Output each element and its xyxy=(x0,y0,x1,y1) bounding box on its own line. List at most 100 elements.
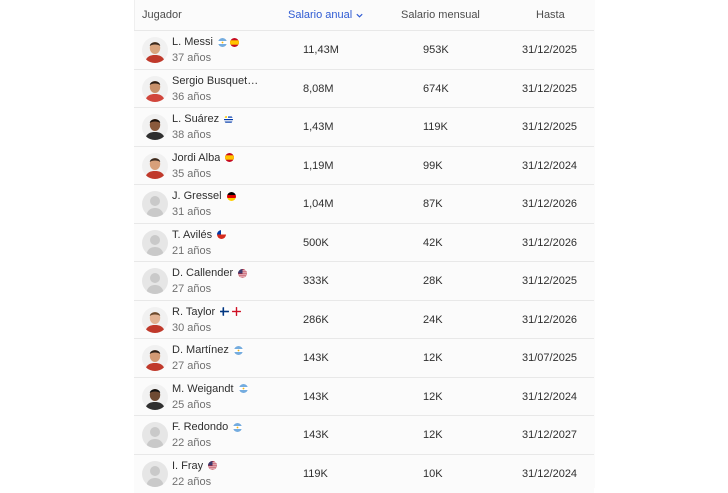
player-name[interactable]: L. Suárez xyxy=(172,113,234,125)
monthly-salary: 674K xyxy=(423,82,449,95)
annual-salary: 8,08M xyxy=(303,82,334,95)
player-age: 21 años xyxy=(172,244,212,257)
nationality-flags xyxy=(217,230,227,239)
contract-until: 31/12/2024 xyxy=(522,159,578,172)
contract-until: 31/07/2025 xyxy=(522,352,578,364)
contract-until: 31/12/2027 xyxy=(522,429,578,441)
player-name-text: L. Messi xyxy=(172,36,213,48)
annual-salary: 143K xyxy=(303,429,329,441)
player-age: 30 años xyxy=(172,321,212,334)
monthly-salary: 28K xyxy=(423,275,443,287)
england-flag-icon xyxy=(232,307,242,316)
player-name-text: Sergio Busquet… xyxy=(172,74,259,87)
monthly-salary: 87K xyxy=(423,198,443,210)
player-name[interactable]: L. Messi xyxy=(172,36,239,48)
table-row[interactable]: F. Redondo 22 años 143K 12K 31/12/2027 xyxy=(134,415,594,454)
player-name-text: M. Weigandt xyxy=(172,382,234,395)
nationality-flags xyxy=(225,153,235,162)
player-name[interactable]: D. Callender xyxy=(172,267,248,279)
spain-flag-icon xyxy=(229,37,239,47)
contract-until: 31/12/2024 xyxy=(522,390,578,403)
monthly-salary: 953K xyxy=(423,44,449,56)
player-age: 37 años xyxy=(172,52,212,64)
table-row[interactable]: R. Taylor 30 años 286K 24K 31/12/2026 xyxy=(134,299,594,339)
player-name-text: I. Fray xyxy=(172,459,204,472)
contract-until: 31/12/2024 xyxy=(522,467,578,480)
argentina-flag-icon xyxy=(238,384,248,393)
player-age: 38 años xyxy=(172,129,212,141)
player-photo xyxy=(142,306,168,333)
header-until[interactable]: Hasta xyxy=(536,9,565,21)
placeholder-avatar-icon xyxy=(142,422,168,448)
header-annual-salary-sorted[interactable]: Salario anual xyxy=(288,9,364,21)
header-annual-label: Salario anual xyxy=(288,9,353,21)
contract-until: 31/12/2025 xyxy=(522,82,578,95)
header-monthly-salary[interactable]: Salario mensual xyxy=(401,9,480,21)
nationality-flags xyxy=(233,345,243,355)
player-name[interactable]: Sergio Busquet… xyxy=(172,75,258,87)
contract-until: 31/12/2025 xyxy=(522,275,578,287)
player-name[interactable]: R. Taylor xyxy=(172,305,242,318)
contract-until: 31/12/2026 xyxy=(522,236,578,249)
placeholder-avatar-icon xyxy=(142,191,168,217)
monthly-salary: 99K xyxy=(423,159,443,172)
player-name[interactable]: J. Gressel xyxy=(172,190,236,202)
player-name-text: T. Avilés xyxy=(172,228,213,241)
player-photo xyxy=(142,383,168,410)
nationality-flags xyxy=(233,422,243,432)
table-row[interactable]: Jordi Alba 35 años 1,19M 99K 31/12/2024 xyxy=(134,145,594,185)
player-name-text: L. Suárez xyxy=(172,113,220,125)
player-name[interactable]: T. Avilés xyxy=(172,228,227,241)
table-header: Jugador Salario anual Salario mensual Ha… xyxy=(134,0,594,30)
annual-salary: 333K xyxy=(303,275,329,287)
monthly-salary: 12K xyxy=(423,390,443,403)
table-row[interactable]: M. Weigandt 25 años 143K 12K 31/12/2024 xyxy=(134,376,594,416)
table-row[interactable]: Sergio Busquet… 36 años 8,08M 674K 31/12/202… xyxy=(134,68,594,108)
annual-salary: 11,43M xyxy=(303,44,339,56)
table-row[interactable]: I. Fray 22 años 119K 10K 31/12/2024 xyxy=(134,453,594,493)
player-name[interactable]: I. Fray xyxy=(172,459,218,472)
table-row[interactable]: D. Callender 27 años 333K 28K 31/12/2025 xyxy=(134,261,594,300)
player-name-text: F. Redondo xyxy=(172,421,229,433)
contract-until: 31/12/2026 xyxy=(522,313,578,326)
player-name[interactable]: F. Redondo xyxy=(172,421,243,433)
annual-salary: 143K xyxy=(303,352,329,364)
player-name-text: D. Callender xyxy=(172,267,234,279)
player-name[interactable]: Jordi Alba xyxy=(172,151,235,164)
finland-flag-icon xyxy=(220,307,230,316)
table-row[interactable]: L. Suárez 38 años 1,43M 119K 31/12/2025 xyxy=(134,107,594,146)
player-age: 22 años xyxy=(172,475,212,488)
header-player[interactable]: Jugador xyxy=(142,9,182,21)
nationality-flags xyxy=(226,191,236,201)
placeholder-avatar-icon xyxy=(142,229,168,256)
nationality-flags xyxy=(208,461,218,470)
player-age: 27 años xyxy=(172,360,212,372)
nationality-flags xyxy=(224,114,234,124)
placeholder-avatar-icon xyxy=(142,460,168,487)
player-name-text: J. Gressel xyxy=(172,190,222,202)
table-row[interactable]: T. Avilés 21 años 500K 42K 31/12/2026 xyxy=(134,222,594,262)
player-name-text: Jordi Alba xyxy=(172,151,221,164)
table-row[interactable]: L. Messi 37 años 11,43M 953K 31/12/2025 xyxy=(134,30,594,69)
contract-until: 31/12/2025 xyxy=(522,44,578,56)
player-name-text: D. Martínez xyxy=(172,344,229,356)
monthly-salary: 12K xyxy=(423,429,443,441)
nationality-flags xyxy=(238,384,248,393)
monthly-salary: 12K xyxy=(423,352,443,364)
nationality-flags xyxy=(217,37,239,47)
table-row[interactable]: J. Gressel 31 años 1,04M 87K 31/12/2026 xyxy=(134,184,594,223)
contract-until: 31/12/2026 xyxy=(522,198,578,210)
player-age: 25 años xyxy=(172,398,212,411)
monthly-salary: 119K xyxy=(423,121,448,133)
player-age: 31 años xyxy=(172,206,212,218)
germany-flag-icon xyxy=(226,191,236,201)
chevron-down-icon xyxy=(356,13,363,18)
player-age: 35 años xyxy=(172,167,212,180)
player-name-text: R. Taylor xyxy=(172,305,216,318)
monthly-salary: 24K xyxy=(423,313,443,326)
table-row[interactable]: D. Martínez 27 años 143K 12K 31/07/2025 xyxy=(134,338,594,377)
player-name[interactable]: M. Weigandt xyxy=(172,383,248,395)
spain-flag-icon xyxy=(225,153,235,162)
player-name[interactable]: D. Martínez xyxy=(172,344,243,356)
nationality-flags xyxy=(238,268,248,278)
